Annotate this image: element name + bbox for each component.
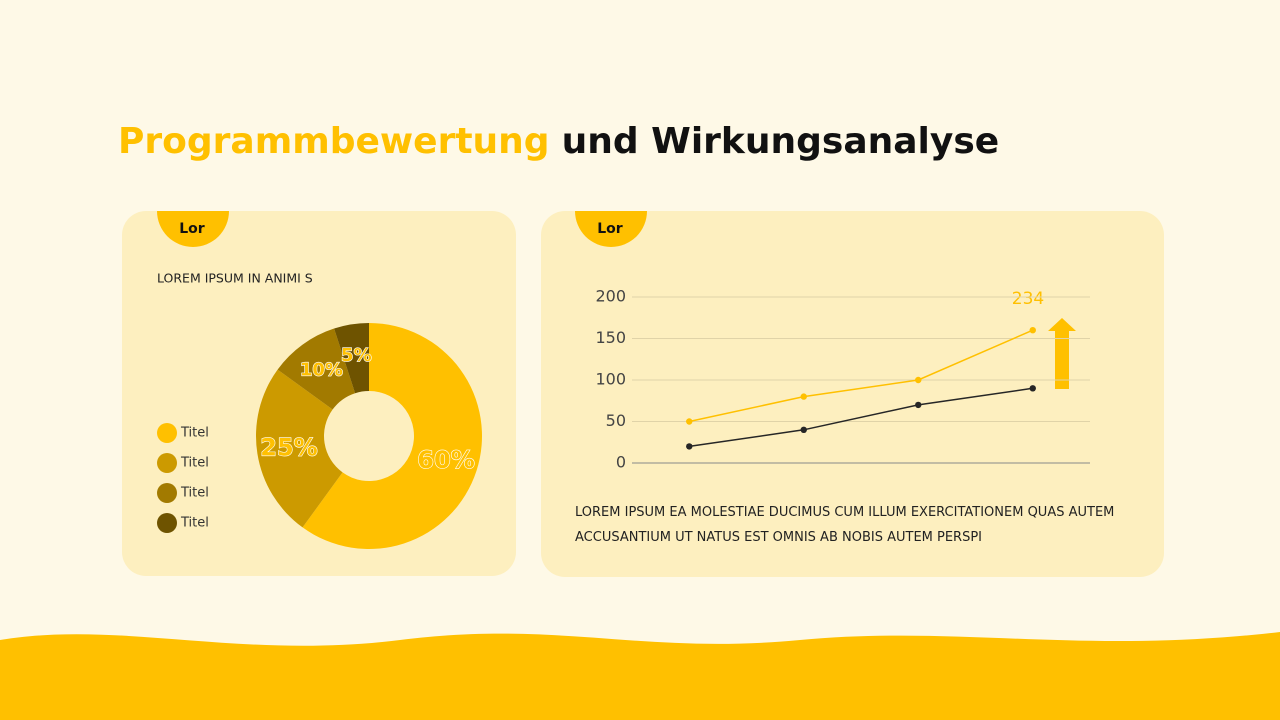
point (1029, 385, 1036, 392)
pie-slice (334, 323, 369, 394)
pie-slice (256, 369, 343, 528)
data-label: 60% (417, 446, 474, 474)
legend-label: Titel (180, 486, 209, 501)
point (800, 393, 807, 400)
badge-label: Lor (597, 221, 623, 237)
title-highlight: Programmbewertung (118, 121, 550, 162)
annotation: 234 (1012, 289, 1044, 309)
point (1029, 327, 1036, 334)
badge-label: Lor (179, 221, 205, 237)
legend-label: Titel (180, 426, 209, 441)
legend-swatch (157, 453, 177, 473)
card (541, 211, 1164, 577)
y-tick-label: 200 (595, 287, 626, 306)
legend-swatch (157, 513, 177, 533)
y-tick-label: 50 (606, 411, 626, 430)
legend-swatch (157, 483, 177, 503)
legend-label: Titel (180, 516, 209, 531)
point (686, 418, 693, 425)
badge (157, 211, 229, 247)
y-tick-label: 0 (616, 453, 626, 472)
point (686, 443, 693, 450)
y-tick-label: 100 (595, 370, 626, 389)
wave (0, 632, 1280, 720)
caption: LOREM IPSUM EA MOLESTIAE DUCIMUS CUM ILL… (575, 505, 1115, 545)
subtitle: LOREM IPSUM IN ANIMI S (157, 271, 313, 286)
legend-swatch (157, 423, 177, 443)
point (915, 376, 922, 384)
line (689, 329, 1034, 423)
pie-slice (277, 328, 356, 410)
y-tick-label: 150 (595, 328, 626, 347)
data-label: 25% (260, 434, 317, 462)
point (800, 426, 807, 433)
point (915, 401, 922, 409)
title-rest: und Wirkungsanalyse (562, 121, 1000, 162)
line (689, 387, 1033, 448)
title: Programmbewertung und Wirkungsanalyse (118, 121, 999, 162)
pie-slice (302, 323, 482, 549)
badge (575, 211, 647, 247)
data-label: 5% (341, 345, 372, 366)
data-label: 10% (300, 359, 343, 380)
arrow-up (1048, 318, 1076, 389)
legend-label: Titel (180, 456, 209, 471)
